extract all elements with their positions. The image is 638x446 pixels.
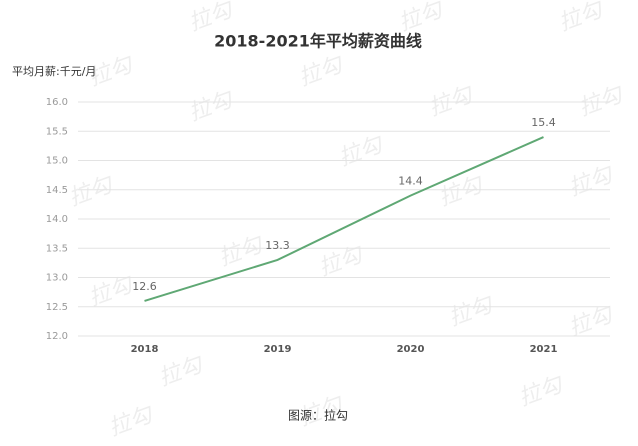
y-tick-label: 14.0 <box>46 214 68 225</box>
y-tick-label: 16.0 <box>46 97 68 108</box>
y-tick-label: 13.5 <box>46 243 68 254</box>
watermark: 拉勾 <box>296 52 349 92</box>
watermark: 拉勾 <box>436 172 489 212</box>
x-tick-label: 2020 <box>397 344 425 355</box>
watermark: 拉勾 <box>186 87 239 127</box>
chart-title: 2018-2021年平均薪资曲线 <box>214 32 422 51</box>
watermark: 拉勾 <box>316 242 369 282</box>
watermark: 拉勾 <box>516 372 569 412</box>
data-label: 13.3 <box>265 239 290 252</box>
data-label: 14.4 <box>398 175 423 188</box>
watermark: 拉勾 <box>446 292 499 332</box>
data-label: 15.4 <box>531 116 556 129</box>
y-tick-label: 14.5 <box>46 185 68 196</box>
x-tick-label: 2021 <box>530 344 558 355</box>
watermark: 拉勾 <box>336 132 389 172</box>
y-tick-label: 12.0 <box>46 331 68 342</box>
y-axis-label: 平均月薪:千元/月 <box>12 65 96 78</box>
source: 图源：拉勾 <box>288 408 348 423</box>
y-tick-label: 15.5 <box>46 126 68 137</box>
data-label: 12.6 <box>132 280 157 293</box>
watermark: 拉勾 <box>566 162 619 202</box>
y-tick-label: 15.0 <box>46 156 68 167</box>
y-tick-label: 13.0 <box>46 273 68 284</box>
watermark: 拉勾 <box>576 82 629 122</box>
watermark: 拉勾 <box>566 302 619 342</box>
watermark: 拉勾 <box>426 82 479 122</box>
x-tick-label: 2019 <box>264 344 292 355</box>
watermark: 拉勾 <box>106 402 159 442</box>
watermark: 拉勾 <box>156 352 209 392</box>
watermark: 拉勾 <box>66 172 119 212</box>
data-line <box>144 136 544 302</box>
x-tick-label: 2018 <box>131 344 159 355</box>
y-tick-label: 12.5 <box>46 302 68 313</box>
watermark: 拉勾 <box>556 0 609 36</box>
